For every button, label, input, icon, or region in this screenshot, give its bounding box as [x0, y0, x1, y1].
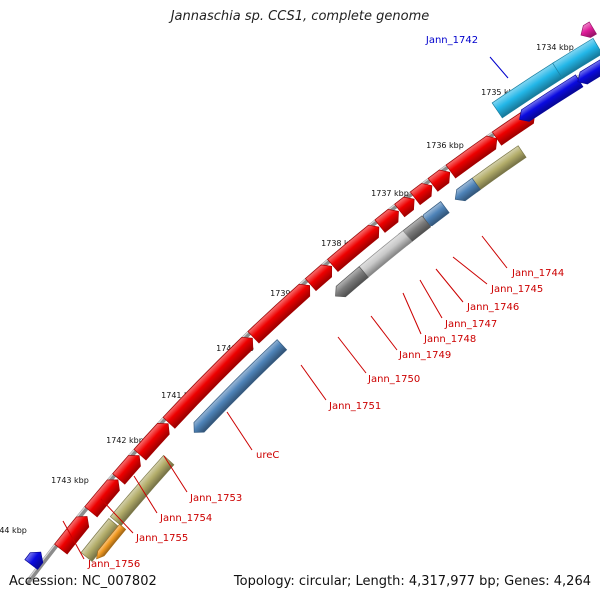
label-leader-line [337, 336, 367, 374]
dark-grey-feature [335, 266, 369, 298]
cds-feature [304, 264, 333, 292]
steel-blue-feature [193, 339, 288, 433]
label-leader-line [226, 411, 253, 451]
gene-label: Jann_1756 [87, 559, 140, 570]
light-grey-feature [357, 230, 413, 279]
cyan-feature [552, 37, 600, 79]
cds-feature [162, 336, 254, 429]
cds-feature [445, 135, 498, 179]
gene-label: Jann_1755 [135, 533, 188, 544]
gene-label: Jann_1745 [490, 284, 543, 295]
label-leader-line [481, 235, 508, 269]
cds-feature [409, 183, 433, 206]
kbp-tick-label: 1734 kbp [536, 43, 574, 52]
orange-feature [96, 523, 127, 560]
label-leader-line [133, 475, 158, 514]
kbp-tick-label: 1743 kbp [51, 476, 89, 485]
cds-feature [54, 516, 90, 555]
gene-label: Jann_1748 [423, 334, 476, 345]
blue-feature [577, 59, 600, 85]
blue-feature [24, 551, 44, 570]
cds-feature [327, 224, 380, 273]
label-leader-line [452, 256, 488, 285]
gene-label: ureC [256, 450, 279, 461]
label-leader-line [62, 520, 85, 560]
gene-label: Jann_1742 [425, 35, 478, 46]
blue-feature [519, 74, 584, 122]
kbp-tick-label: 1742 kbp [106, 436, 144, 445]
gene-label: Jann_1754 [159, 513, 212, 524]
kbp-scale-labels: 1734 kbp 1735 kbp 1736 kbp 1737 kbp 1738 kbp… [0, 43, 574, 535]
label-leader-line [300, 364, 327, 401]
gene-label: Jann_1746 [466, 302, 519, 313]
kbp-tick-label: 1741 kbp [161, 391, 199, 400]
gene-label: Jann_1750 [367, 374, 420, 385]
kbp-tick-label: 1737 kbp [371, 189, 409, 198]
olive-feature [468, 145, 527, 193]
steel-blue-feature [454, 177, 481, 202]
label-leader-line [489, 56, 509, 79]
gene-label: Jann_1744 [511, 268, 564, 279]
label-leader-line [370, 315, 398, 351]
genome-title: Jannaschia sp. CCS1, complete genome [170, 9, 430, 24]
magenta-feature [580, 21, 597, 38]
label-leader-line [435, 268, 464, 303]
kbp-tick-label: 1744 kbp [0, 526, 27, 535]
label-leader-line [100, 498, 134, 534]
label-leader-line [402, 292, 422, 335]
cds-feature [84, 479, 120, 518]
cds-feature [133, 423, 170, 461]
olive-feature [109, 454, 175, 527]
cds-feature [394, 196, 415, 218]
cds-feature [247, 283, 311, 344]
genome-summary-text: Topology: circular; Length: 4,317,977 bp… [233, 574, 591, 589]
kbp-tick-label: 1736 kbp [426, 141, 464, 150]
kbp-tick-label: 1735 kbp [481, 88, 519, 97]
cds-feature [374, 209, 399, 233]
cds-feature [427, 169, 451, 192]
cds-feature [112, 455, 141, 485]
gene-label: Jann_1747 [444, 319, 497, 330]
label-leader-line [163, 455, 188, 493]
gene-label: Jann_1751 [328, 401, 381, 412]
accession-text: Accession: NC_007802 [9, 574, 157, 589]
gene-label: Jann_1753 [189, 493, 242, 504]
label-leader-line [419, 279, 443, 319]
kbp-tick-label: 1738 kbp [321, 239, 359, 248]
gene-label: Jann_1749 [398, 350, 451, 361]
